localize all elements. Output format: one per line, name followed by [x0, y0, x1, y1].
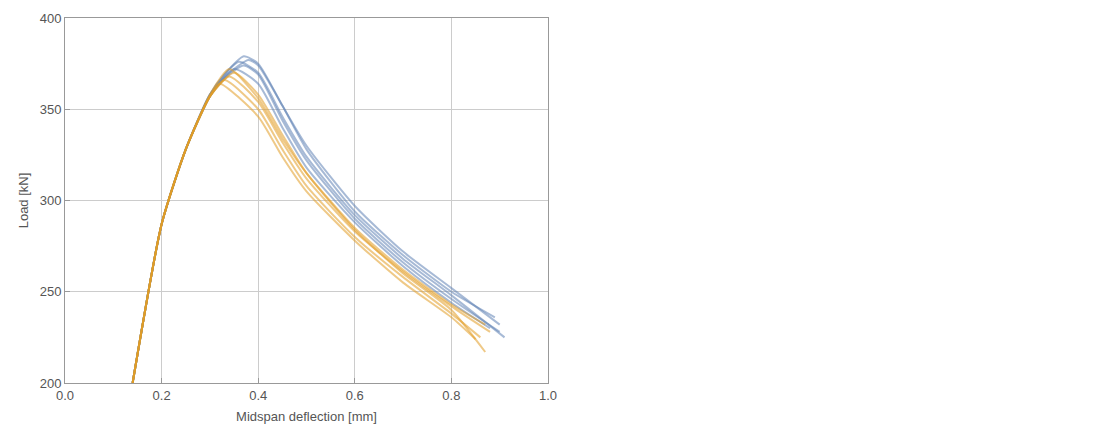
svg-text:0.0: 0.0	[56, 388, 74, 403]
svg-text:Midspan deflection [mm]: Midspan deflection [mm]	[236, 409, 377, 424]
svg-text:300: 300	[40, 193, 62, 208]
svg-text:200: 200	[40, 376, 62, 391]
svg-text:400: 400	[40, 11, 62, 26]
svg-text:350: 350	[40, 102, 62, 117]
svg-text:Load [kN]: Load [kN]	[16, 173, 31, 229]
svg-text:0.6: 0.6	[346, 388, 364, 403]
svg-text:0.2: 0.2	[153, 388, 171, 403]
svg-text:250: 250	[40, 284, 62, 299]
svg-text:0.4: 0.4	[249, 388, 267, 403]
svg-text:0.8: 0.8	[442, 388, 460, 403]
svg-text:1.0: 1.0	[539, 388, 557, 403]
